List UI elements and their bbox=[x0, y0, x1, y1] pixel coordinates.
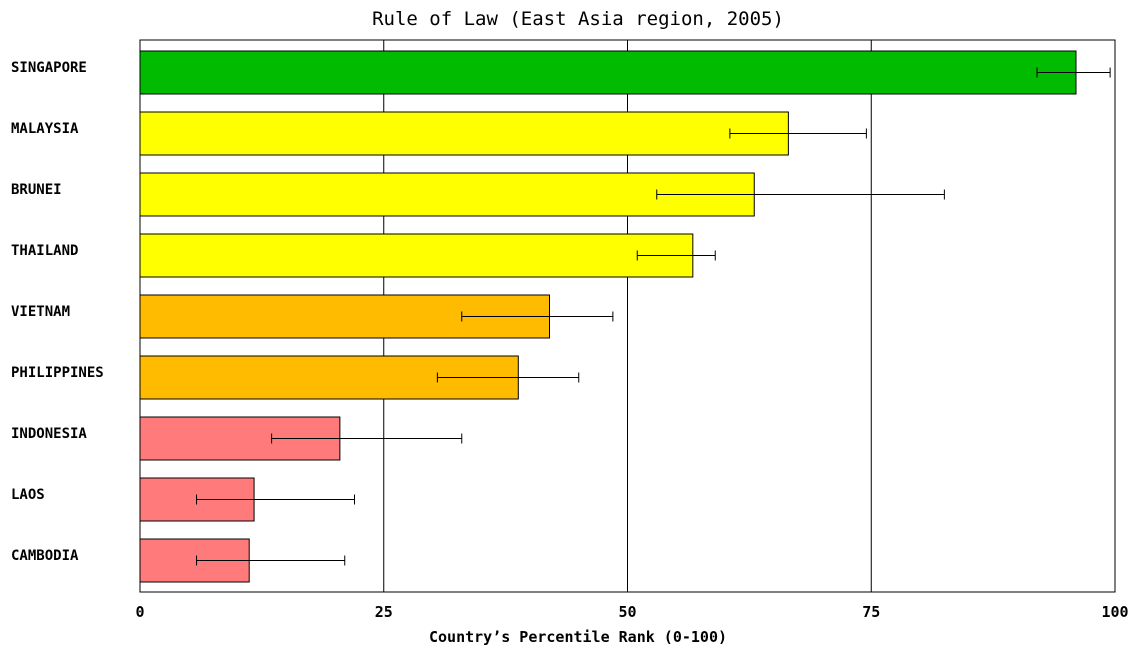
x-tick-label-4: 100 bbox=[1101, 603, 1128, 621]
x-tick-label-1: 25 bbox=[375, 603, 393, 621]
x-tick-label-0: 0 bbox=[135, 603, 144, 621]
x-axis-label: Country’s Percentile Rank (0-100) bbox=[429, 628, 727, 646]
error-bar-thailand bbox=[636, 250, 716, 261]
error-bar-philippines bbox=[436, 372, 580, 383]
x-tick-label-2: 50 bbox=[618, 603, 636, 621]
category-label-brunei: BRUNEI bbox=[11, 182, 62, 198]
error-bar-malaysia bbox=[729, 128, 867, 139]
category-label-singapore: SINGAPORE bbox=[11, 60, 87, 76]
x-tick-label-3: 75 bbox=[862, 603, 880, 621]
bar-thailand bbox=[139, 233, 694, 278]
bar-brunei bbox=[139, 172, 755, 217]
category-label-laos: LAOS bbox=[11, 487, 45, 503]
plot-frame bbox=[139, 39, 1116, 593]
category-label-thailand: THAILAND bbox=[11, 243, 78, 259]
category-label-philippines: PHILIPPINES bbox=[11, 365, 104, 381]
category-label-malaysia: MALAYSIA bbox=[11, 121, 79, 137]
error-bar-laos bbox=[196, 494, 355, 505]
category-label-vietnam: VIETNAM bbox=[11, 304, 70, 320]
error-bar-brunei bbox=[656, 189, 945, 200]
error-bar-vietnam bbox=[461, 311, 614, 322]
category-labels: SINGAPORE MALAYSIA BRUNEI THAILAND VIETNAM PH… bbox=[11, 60, 104, 564]
category-label-indonesia: INDONESIA bbox=[11, 426, 87, 442]
chart-title: Rule of Law (East Asia region, 2005) bbox=[372, 8, 784, 30]
category-label-cambodia: CAMBODIA bbox=[11, 548, 79, 564]
error-bar-indonesia bbox=[271, 433, 463, 444]
error-bar-singapore bbox=[1036, 67, 1111, 78]
x-tick-labels: 0 25 50 75 100 bbox=[135, 603, 1128, 621]
bar-singapore bbox=[139, 50, 1077, 95]
error-bar-cambodia bbox=[196, 555, 346, 566]
bar-malaysia bbox=[139, 111, 789, 156]
error-bars bbox=[196, 67, 1111, 566]
